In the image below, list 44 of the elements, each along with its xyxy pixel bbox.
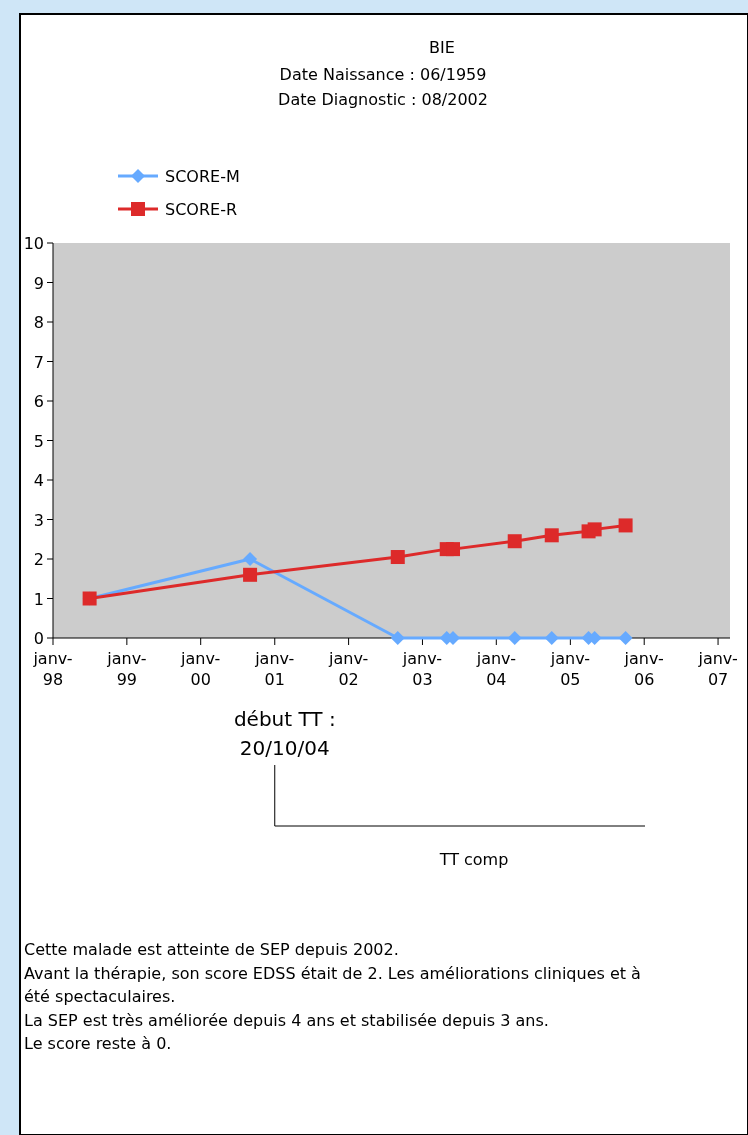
- text: Le score reste à 0.: [24, 1034, 172, 1053]
- x-tick-label: janv-03: [401, 649, 443, 689]
- y-tick-label: 3: [33, 510, 44, 530]
- point: [544, 631, 559, 645]
- legend-label: SCORE-R: [165, 200, 238, 219]
- x-tick-label: janv-06: [623, 649, 664, 689]
- point: [243, 567, 258, 582]
- point: [507, 534, 522, 549]
- x-tick-label: janv-02: [328, 649, 369, 689]
- y-tick-label: 0: [33, 629, 44, 648]
- x-tick-label: janv-98: [32, 649, 73, 689]
- point: [446, 542, 461, 557]
- chart-title: BIE: [429, 38, 455, 57]
- x-tick-label: janv-04: [475, 649, 516, 689]
- point: [587, 522, 602, 537]
- text: été spectaculaires.: [24, 987, 176, 1006]
- legend-label: SCORE-M: [165, 167, 240, 186]
- x-tick-label: janv-01: [254, 649, 295, 689]
- y-tick-label: 10: [23, 234, 44, 253]
- text: TT comp: [438, 850, 509, 869]
- y-tick-label: 4: [33, 471, 44, 490]
- y-tick-label: 1: [33, 589, 44, 609]
- x-tick-label: janv-00: [180, 649, 221, 689]
- point: [390, 550, 405, 565]
- y-tick-label: 6: [33, 392, 44, 411]
- y-tick-label: 7: [33, 352, 44, 372]
- text: Cette malade est atteinte de SEP depuis 2002.: [24, 940, 399, 959]
- text: Avant la thérapie, son score EDSS était de 2. Les améliorations cliniques et à: [24, 963, 641, 983]
- x-tick-label: janv-07: [697, 649, 738, 689]
- y-tick-label: 9: [33, 273, 44, 293]
- point: [618, 631, 633, 645]
- point: [507, 631, 522, 645]
- point: [618, 518, 633, 533]
- x-tick-label: janv-99: [106, 649, 147, 689]
- y-tick-label: 2: [33, 550, 44, 569]
- y-tick-label: 5: [33, 431, 44, 451]
- text: La SEP est très améliorée depuis 4 ans et stabilisée depuis 3 ans.: [24, 1010, 549, 1030]
- point: [243, 552, 258, 566]
- x-tick-label: janv-05: [549, 649, 590, 689]
- chart-subtitle: Date Naissance : 06/1959 Date Diagnostic : 08/2002: [278, 65, 488, 109]
- text: début TT : 20/10/04: [233, 707, 336, 760]
- point: [544, 528, 559, 543]
- point: [390, 631, 405, 645]
- y-tick-label: 8: [33, 313, 44, 332]
